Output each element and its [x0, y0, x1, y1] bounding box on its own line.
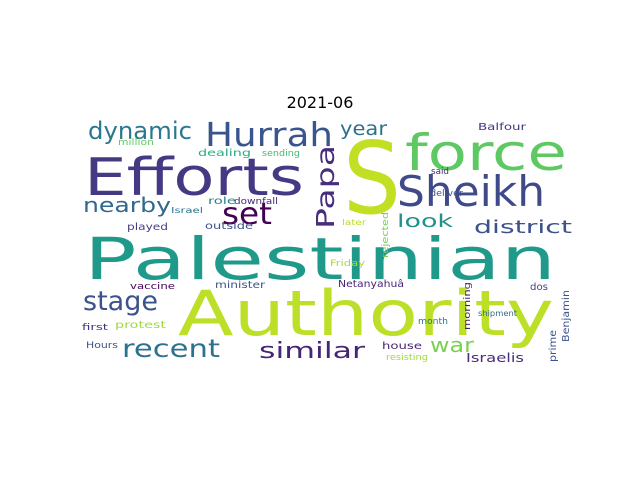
word-month: month: [418, 317, 448, 327]
word-war: war: [430, 333, 475, 357]
word-friday: Friday: [330, 259, 366, 269]
word-house: house: [382, 341, 422, 352]
word-balfour: Balfour: [478, 122, 527, 133]
word-said: said: [431, 167, 449, 177]
word-nearby: nearby: [83, 193, 171, 217]
word-benjamin: Benjamin: [561, 290, 572, 342]
word-rejected: rejected: [381, 212, 391, 258]
word-downfall: downfall: [234, 197, 278, 207]
word-efforts: Efforts: [84, 148, 304, 208]
word-stage: stage: [83, 286, 158, 317]
word-dealing: dealing: [198, 148, 251, 159]
word-hurrah: Hurrah: [205, 115, 333, 154]
word-role: role: [208, 196, 236, 207]
word-set: set: [222, 197, 272, 232]
word-hours: Hours: [86, 341, 118, 351]
word-israelis: Israelis: [466, 351, 524, 365]
word-dos: dos: [530, 282, 548, 293]
word-vaccine: vaccine: [130, 282, 176, 292]
word-later: later: [342, 218, 367, 227]
word-israel: Israel: [171, 206, 203, 215]
word-deliver: deliver: [430, 189, 463, 199]
word-minister: minister: [215, 280, 266, 291]
word-netanyahu: Netanyahuâ: [338, 278, 404, 290]
word-authority: Authority: [178, 277, 554, 350]
word-played: played: [127, 222, 168, 233]
word-similar: similar: [259, 339, 366, 364]
chart-title: 2021-06: [286, 93, 354, 112]
word-district: district: [474, 217, 572, 238]
word-look: look: [397, 211, 454, 232]
word-resisting: resisting: [386, 353, 428, 363]
word-sending: sending: [262, 149, 300, 159]
word-morning: morning: [463, 282, 473, 330]
word-shipment: shipment: [478, 309, 517, 318]
word-palestinian: Palestinian: [84, 225, 556, 293]
word-sheikh: Sheikh: [397, 167, 545, 216]
word-dynamic: dynamic: [88, 117, 192, 145]
word-outside: outside: [205, 221, 253, 232]
word-s: S: [343, 120, 401, 237]
word-force: force: [405, 124, 567, 182]
word-million: million: [118, 138, 154, 148]
word-first: first: [82, 323, 109, 333]
word-prime: prime: [548, 330, 559, 362]
word-recent: recent: [122, 334, 220, 363]
word-protest: protest: [115, 320, 166, 331]
word-year: year: [340, 118, 387, 140]
word-papa: Papa: [311, 145, 340, 229]
